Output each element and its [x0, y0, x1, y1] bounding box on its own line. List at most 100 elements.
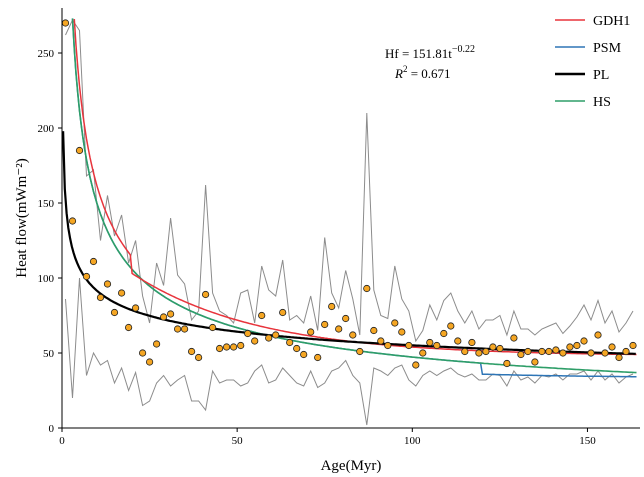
data-point	[433, 341, 441, 350]
gdh1-curve	[73, 19, 637, 356]
y-tick-label: 0	[49, 423, 55, 435]
psm-curve	[71, 18, 637, 378]
fit-annotation: Hf = 151.81t−0.22 R2 = 0.671	[385, 44, 475, 81]
data-point	[398, 328, 406, 336]
data-point	[251, 337, 259, 345]
fit-equation-exponent: −0.22	[452, 44, 475, 55]
data-point	[96, 293, 105, 302]
data-point	[468, 338, 476, 347]
data-point	[629, 341, 637, 350]
data-point	[349, 331, 357, 339]
data-point	[160, 313, 168, 321]
y-tick-label: 150	[38, 198, 55, 210]
data-point	[454, 337, 462, 345]
data-point	[125, 323, 133, 332]
data-point	[587, 349, 595, 357]
data-point	[216, 344, 224, 353]
upper-envelope-line	[65, 18, 634, 343]
x-tick-label: 150	[579, 435, 596, 447]
data-point	[489, 343, 497, 351]
data-point	[272, 331, 280, 339]
data-point	[181, 325, 189, 333]
x-tick-label: 50	[232, 435, 244, 447]
data-point	[573, 341, 581, 350]
data-point	[440, 329, 448, 338]
data-point	[447, 322, 455, 330]
axes: 0 50 100 150 0 50 100 150 200 250	[38, 8, 640, 447]
data-point	[146, 358, 154, 366]
y-tick-label: 200	[38, 123, 55, 135]
x-tick-label: 100	[404, 435, 421, 447]
data-point	[517, 350, 525, 359]
x-axis-label: Age(Myr)	[321, 458, 382, 474]
data-point	[419, 349, 427, 357]
data-point	[279, 308, 287, 317]
data-point	[608, 343, 616, 351]
data-point	[307, 328, 315, 336]
data-point	[209, 323, 217, 332]
data-point	[580, 337, 588, 345]
fit-r-squared: R2 = 0.671	[394, 64, 451, 81]
data-point	[370, 326, 378, 335]
data-point	[538, 347, 546, 356]
r-squared-value: = 0.671	[407, 66, 450, 81]
data-point	[223, 343, 231, 351]
data-point	[503, 359, 511, 368]
data-point	[475, 349, 483, 357]
data-point	[237, 341, 245, 350]
data-point	[202, 290, 210, 299]
legend: GDH1 PSM PL HS	[555, 14, 630, 110]
data-point	[328, 302, 336, 311]
data-point	[405, 341, 413, 350]
data-point	[510, 334, 518, 342]
data-point	[622, 347, 630, 356]
data-point	[377, 337, 385, 345]
data-point	[391, 319, 399, 327]
data-point	[139, 349, 147, 357]
y-axis-label: Heat flow(mWm⁻²)	[14, 158, 30, 277]
plot-area	[61, 18, 637, 426]
data-point	[293, 344, 301, 353]
data-point	[426, 338, 434, 347]
r-squared-sup: 2	[403, 64, 408, 74]
data-point	[594, 331, 602, 339]
lower-envelope-line	[65, 277, 634, 426]
r-squared-label: R	[394, 66, 403, 81]
data-point	[496, 344, 504, 353]
data-point	[321, 320, 329, 329]
data-point	[363, 284, 371, 293]
data-point	[342, 314, 350, 323]
legend-label-psm: PSM	[593, 41, 622, 56]
data-point	[132, 304, 140, 312]
legend-label-gdh1: GDH1	[593, 14, 630, 29]
data-point	[230, 343, 238, 351]
fit-equation-text: Hf = 151.81t	[385, 46, 452, 61]
data-point	[82, 272, 91, 281]
data-point	[300, 350, 308, 359]
data-point	[559, 349, 567, 357]
hs-curve	[71, 18, 637, 374]
data-point	[335, 325, 343, 333]
data-point	[195, 353, 203, 362]
data-point	[314, 353, 322, 362]
data-point	[61, 19, 70, 27]
data-point	[286, 338, 294, 347]
data-point	[265, 334, 273, 342]
x-tick-label: 0	[59, 435, 65, 447]
data-point	[68, 217, 77, 225]
data-point	[482, 347, 490, 356]
data-point	[89, 257, 98, 266]
data-point	[615, 353, 623, 362]
data-point	[552, 346, 560, 354]
data-point	[153, 340, 161, 348]
data-point	[601, 349, 609, 357]
y-tick-label: 100	[38, 273, 55, 285]
data-point	[244, 329, 252, 338]
data-point	[566, 343, 574, 351]
data-point	[524, 347, 532, 356]
data-point	[384, 341, 392, 350]
data-point	[103, 280, 112, 288]
legend-label-pl: PL	[593, 68, 609, 83]
data-point	[174, 325, 182, 333]
data-point	[531, 358, 539, 366]
